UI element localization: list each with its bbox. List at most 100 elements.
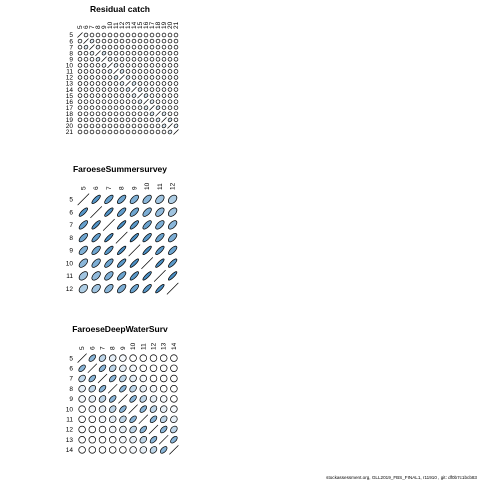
correlation-ellipse: [131, 129, 137, 135]
diagonal-mark: [131, 86, 137, 93]
correlation-ellipse: [137, 50, 143, 56]
correlation-ellipse: [107, 50, 113, 56]
correlation-ellipse: [119, 32, 125, 38]
row-label: 5: [69, 355, 73, 362]
correlation-ellipse: [131, 93, 137, 98]
correlation-ellipse: [119, 415, 127, 424]
column-label: 21: [173, 21, 180, 29]
row-label: 17: [66, 105, 74, 112]
correlation-ellipse: [173, 69, 179, 74]
correlation-ellipse: [77, 99, 83, 104]
correlation-ellipse: [149, 395, 158, 403]
correlation-ellipse: [101, 32, 107, 38]
correlation-ellipse: [83, 57, 89, 62]
correlation-ellipse: [137, 105, 143, 110]
correlation-ellipse: [91, 220, 101, 230]
correlation-ellipse: [88, 446, 97, 454]
correlation-ellipse: [78, 446, 86, 454]
correlation-ellipse: [117, 220, 127, 230]
correlation-ellipse: [155, 69, 161, 74]
correlation-ellipse: [83, 93, 89, 98]
correlation-ellipse: [107, 105, 113, 110]
correlation-ellipse: [83, 81, 89, 86]
correlation-ellipse: [108, 435, 117, 444]
correlation-ellipse: [139, 364, 148, 373]
correlation-ellipse: [108, 395, 117, 403]
correlation-ellipse: [113, 63, 119, 68]
correlation-ellipse: [107, 38, 113, 44]
correlation-ellipse: [155, 258, 165, 268]
correlation-ellipse: [101, 69, 107, 74]
row-label: 5: [69, 197, 73, 204]
correlation-ellipse: [107, 87, 113, 92]
column-label: 5: [79, 346, 86, 350]
correlation-ellipse: [149, 446, 158, 454]
correlation-ellipse: [95, 75, 101, 80]
correlation-ellipse: [161, 99, 167, 104]
row-label: 8: [69, 235, 73, 242]
correlation-ellipse: [173, 123, 179, 129]
column-label: 9: [120, 346, 127, 350]
column-label: 8: [110, 346, 117, 350]
correlation-ellipse: [89, 129, 95, 135]
correlation-ellipse: [119, 374, 127, 383]
correlation-ellipse: [149, 129, 155, 135]
diagonal-mark: [77, 353, 87, 363]
correlation-ellipse: [155, 99, 161, 104]
correlation-ellipse: [155, 245, 165, 255]
correlation-ellipse: [142, 207, 152, 217]
column-label: 13: [125, 21, 132, 29]
correlation-ellipse: [155, 81, 161, 86]
correlation-ellipse: [77, 123, 83, 129]
correlation-ellipse: [77, 50, 83, 56]
column-label: 9: [131, 186, 138, 190]
correlation-ellipse: [131, 32, 137, 38]
correlation-ellipse: [107, 129, 113, 135]
correlation-ellipse: [113, 75, 119, 80]
correlation-ellipse: [129, 354, 137, 362]
correlation-ellipse: [101, 38, 107, 44]
correlation-ellipse: [119, 69, 125, 74]
correlation-ellipse: [78, 374, 86, 383]
diagonal-mark: [102, 218, 115, 231]
correlation-ellipse: [98, 405, 107, 413]
correlation-ellipse: [83, 50, 89, 56]
correlation-ellipse: [89, 50, 95, 56]
correlation-ellipse: [101, 111, 107, 117]
correlation-ellipse: [88, 374, 97, 383]
correlation-ellipse: [89, 93, 95, 98]
correlation-ellipse: [107, 81, 113, 86]
correlation-ellipse: [78, 384, 86, 393]
correlation-ellipse: [125, 105, 131, 110]
correlation-ellipse: [142, 194, 152, 204]
correlation-ellipse: [89, 69, 95, 74]
row-label: 6: [69, 366, 73, 373]
correlation-ellipse: [168, 220, 178, 230]
footer-text: stockassessment.org, GLL2019_FBS_FINAL1,…: [326, 475, 477, 480]
correlation-ellipse: [142, 220, 152, 230]
row-label: 9: [69, 396, 73, 403]
panel-faroese-summer-survey: 5 5 6 6 7 7 8 8 9 9 10 10 11 11 12 12: [66, 182, 179, 295]
correlation-ellipse: [88, 425, 97, 434]
correlation-ellipse: [143, 50, 149, 56]
correlation-ellipse: [139, 374, 148, 383]
correlation-ellipse: [83, 111, 89, 117]
diagonal-mark: [107, 383, 118, 394]
correlation-ellipse: [77, 57, 83, 62]
correlation-ellipse: [173, 38, 179, 44]
correlation-ellipse: [159, 374, 168, 383]
correlation-ellipse: [108, 405, 117, 413]
correlation-ellipse: [168, 258, 178, 268]
correlation-ellipse: [107, 117, 113, 123]
correlation-ellipse: [167, 111, 173, 117]
correlation-ellipse: [129, 374, 137, 383]
correlation-ellipse: [137, 63, 143, 68]
correlation-ellipse: [117, 258, 127, 268]
correlation-ellipse: [170, 384, 178, 393]
correlation-ellipse: [131, 105, 137, 110]
correlation-ellipse: [77, 44, 83, 50]
correlation-ellipse: [89, 111, 95, 117]
correlation-ellipse: [78, 425, 86, 434]
correlation-ellipse: [131, 111, 137, 117]
correlation-ellipse: [173, 105, 179, 110]
